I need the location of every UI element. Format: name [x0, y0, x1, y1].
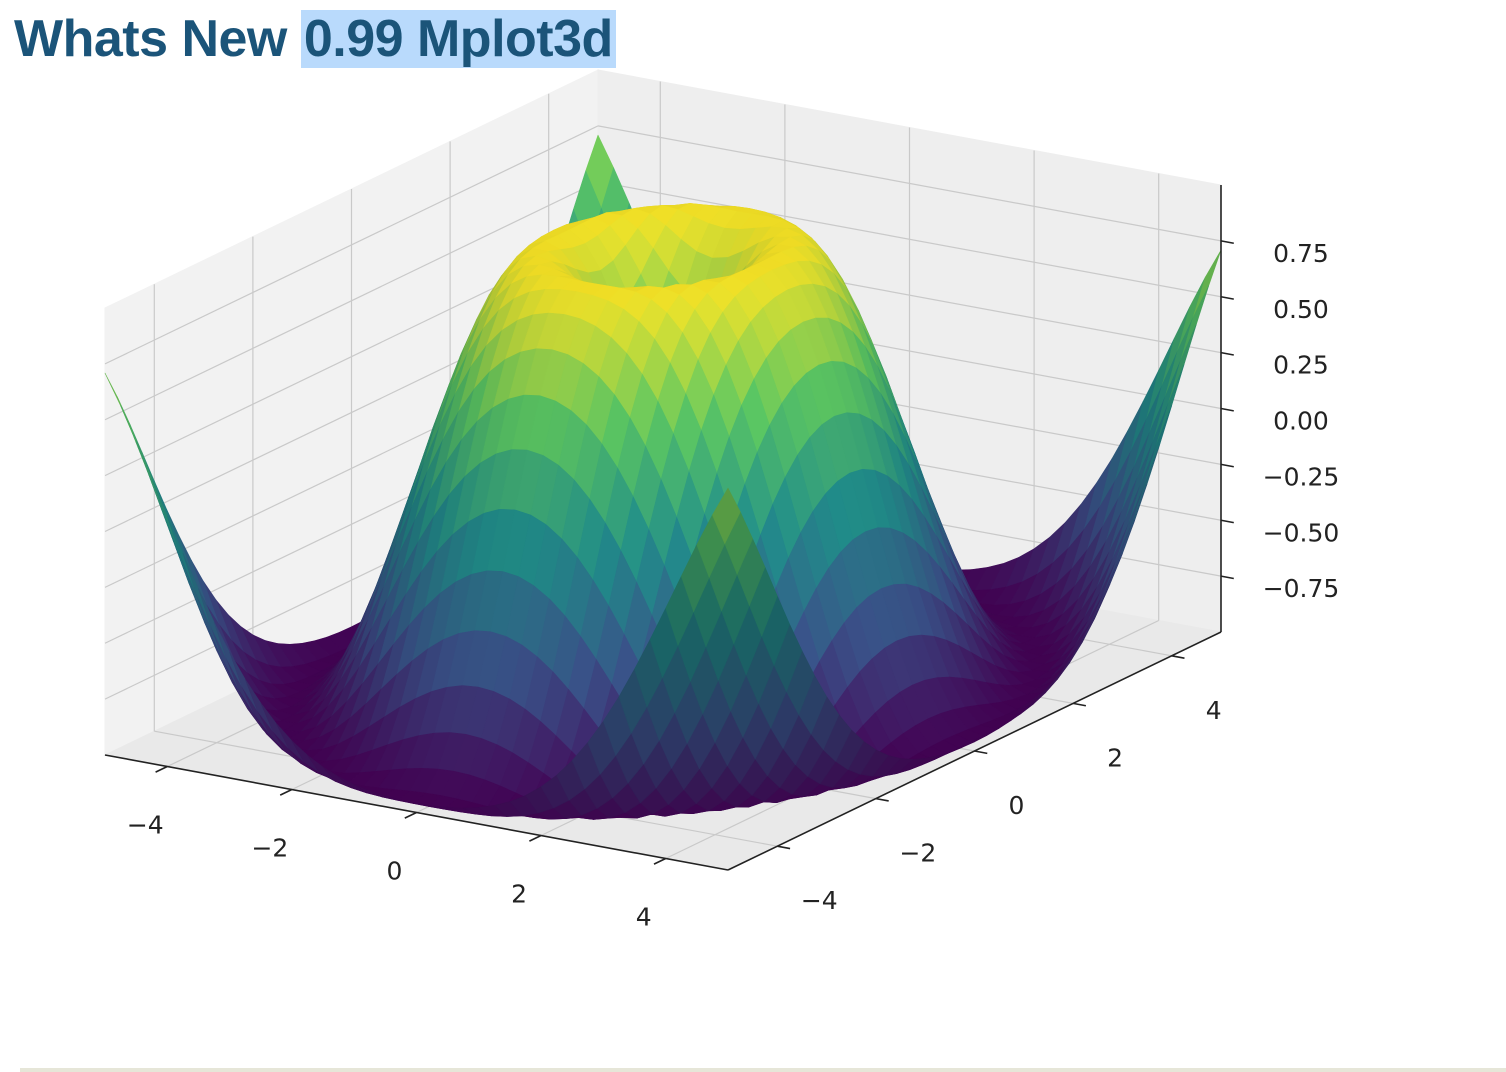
- z-tick-label: 0.25: [1273, 351, 1329, 380]
- y-tick-label: −2: [899, 839, 936, 868]
- y-tick-label: 4: [1206, 696, 1222, 725]
- z-tick-label: −0.25: [1263, 462, 1340, 491]
- axis-tick: [155, 765, 168, 773]
- grid-line: [597, 125, 1222, 242]
- tick-labels: −4 −2 0 2 4 −4 −2 0 2 4 0.75 0.50 0.25 0.00 −0.25 −0.50…: [127, 239, 1339, 932]
- axis-tick: [1220, 519, 1234, 524]
- axis-tick: [1220, 351, 1234, 356]
- axis-tick: [1220, 240, 1234, 245]
- grid-line: [104, 125, 599, 365]
- axis-tick: [1171, 655, 1185, 659]
- axis-tick: [279, 788, 293, 796]
- axis-tick: [974, 750, 988, 755]
- y-tick-label: 0: [1009, 791, 1025, 820]
- x-tick-label: 2: [511, 880, 527, 909]
- axis-tick: [653, 857, 667, 865]
- axis-tick: [404, 811, 417, 819]
- y-tick-label: −4: [801, 886, 838, 915]
- z-tick-label: 0.75: [1273, 239, 1329, 268]
- page-title-selected-text: 0.99 Mplot3d: [300, 10, 616, 68]
- axis-tick: [875, 797, 889, 802]
- axis-tick: [777, 845, 791, 850]
- axis-tick: [1072, 702, 1087, 707]
- axis-tick: [1220, 295, 1234, 300]
- y-tick-label: 2: [1107, 743, 1123, 772]
- x-tick-label: 4: [636, 903, 652, 932]
- surface-mesh: [104, 134, 1222, 820]
- z-tick-label: 0.00: [1273, 407, 1329, 436]
- z-tick-label: −0.50: [1263, 518, 1340, 547]
- axis-tick: [1220, 463, 1234, 468]
- surface-facet: [712, 487, 741, 544]
- x-tick-label: −2: [251, 834, 288, 863]
- x-tick-label: −4: [127, 811, 164, 840]
- grid-line: [597, 181, 1222, 298]
- axis-tick: [529, 834, 542, 842]
- bottom-divider: [20, 1068, 1506, 1072]
- axis-lines: [104, 185, 1234, 871]
- page-title: Whats New 0.99 Mplot3d: [14, 6, 616, 72]
- axis-tick: [1220, 575, 1234, 580]
- z-tick-label: −0.75: [1263, 574, 1340, 603]
- x-tick-label: 0: [387, 857, 403, 886]
- grid-line: [104, 181, 599, 421]
- axis-tick: [1220, 407, 1234, 412]
- z-tick-label: 0.50: [1273, 295, 1329, 324]
- page-title-prefix: Whats New: [14, 10, 301, 68]
